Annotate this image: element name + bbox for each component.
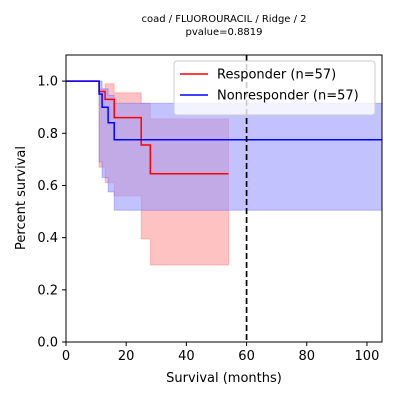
survival-curves: [66, 80, 382, 175]
x-axis-label: Survival (months): [166, 371, 282, 386]
nonresponder-survival-line: [66, 80, 382, 141]
y-tick-label: 0.0: [37, 336, 58, 351]
x-tick-label: 100: [355, 349, 380, 364]
x-tick-label: 20: [118, 349, 135, 364]
chart-subtitle: pvalue=0.8819: [185, 27, 262, 38]
y-axis-label: Percent survival: [14, 146, 29, 250]
x-axis: 0 20 40 60 80 100: [62, 342, 380, 364]
x-tick-label: 60: [238, 349, 255, 364]
nonresponder-legend-label: Nonresponder (n=57): [217, 89, 359, 104]
y-tick-label: 1.0: [37, 75, 58, 90]
legend: Responder (n=57) Nonresponder (n=57): [173, 60, 376, 116]
y-axis: 0.0 0.2 0.4 0.6 0.8 1.0: [37, 75, 66, 351]
x-tick-label: 0: [62, 349, 70, 364]
y-tick-label: 0.8: [37, 127, 58, 142]
y-tick-label: 0.4: [37, 231, 58, 246]
y-tick-label: 0.2: [37, 283, 58, 298]
plot-frame: [65, 54, 383, 343]
x-tick-label: 40: [178, 349, 195, 364]
chart-title: coad / FLUOROURACIL / Ridge / 2: [141, 14, 306, 25]
responder-legend-label: Responder (n=57): [217, 68, 336, 83]
y-tick-label: 0.6: [37, 179, 58, 194]
x-tick-label: 80: [298, 349, 315, 364]
legend-box: [173, 60, 376, 116]
